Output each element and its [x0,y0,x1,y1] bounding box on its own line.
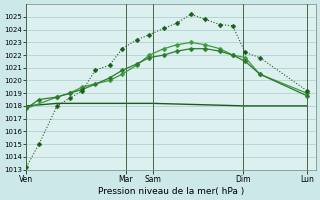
X-axis label: Pression niveau de la mer( hPa ): Pression niveau de la mer( hPa ) [98,187,244,196]
